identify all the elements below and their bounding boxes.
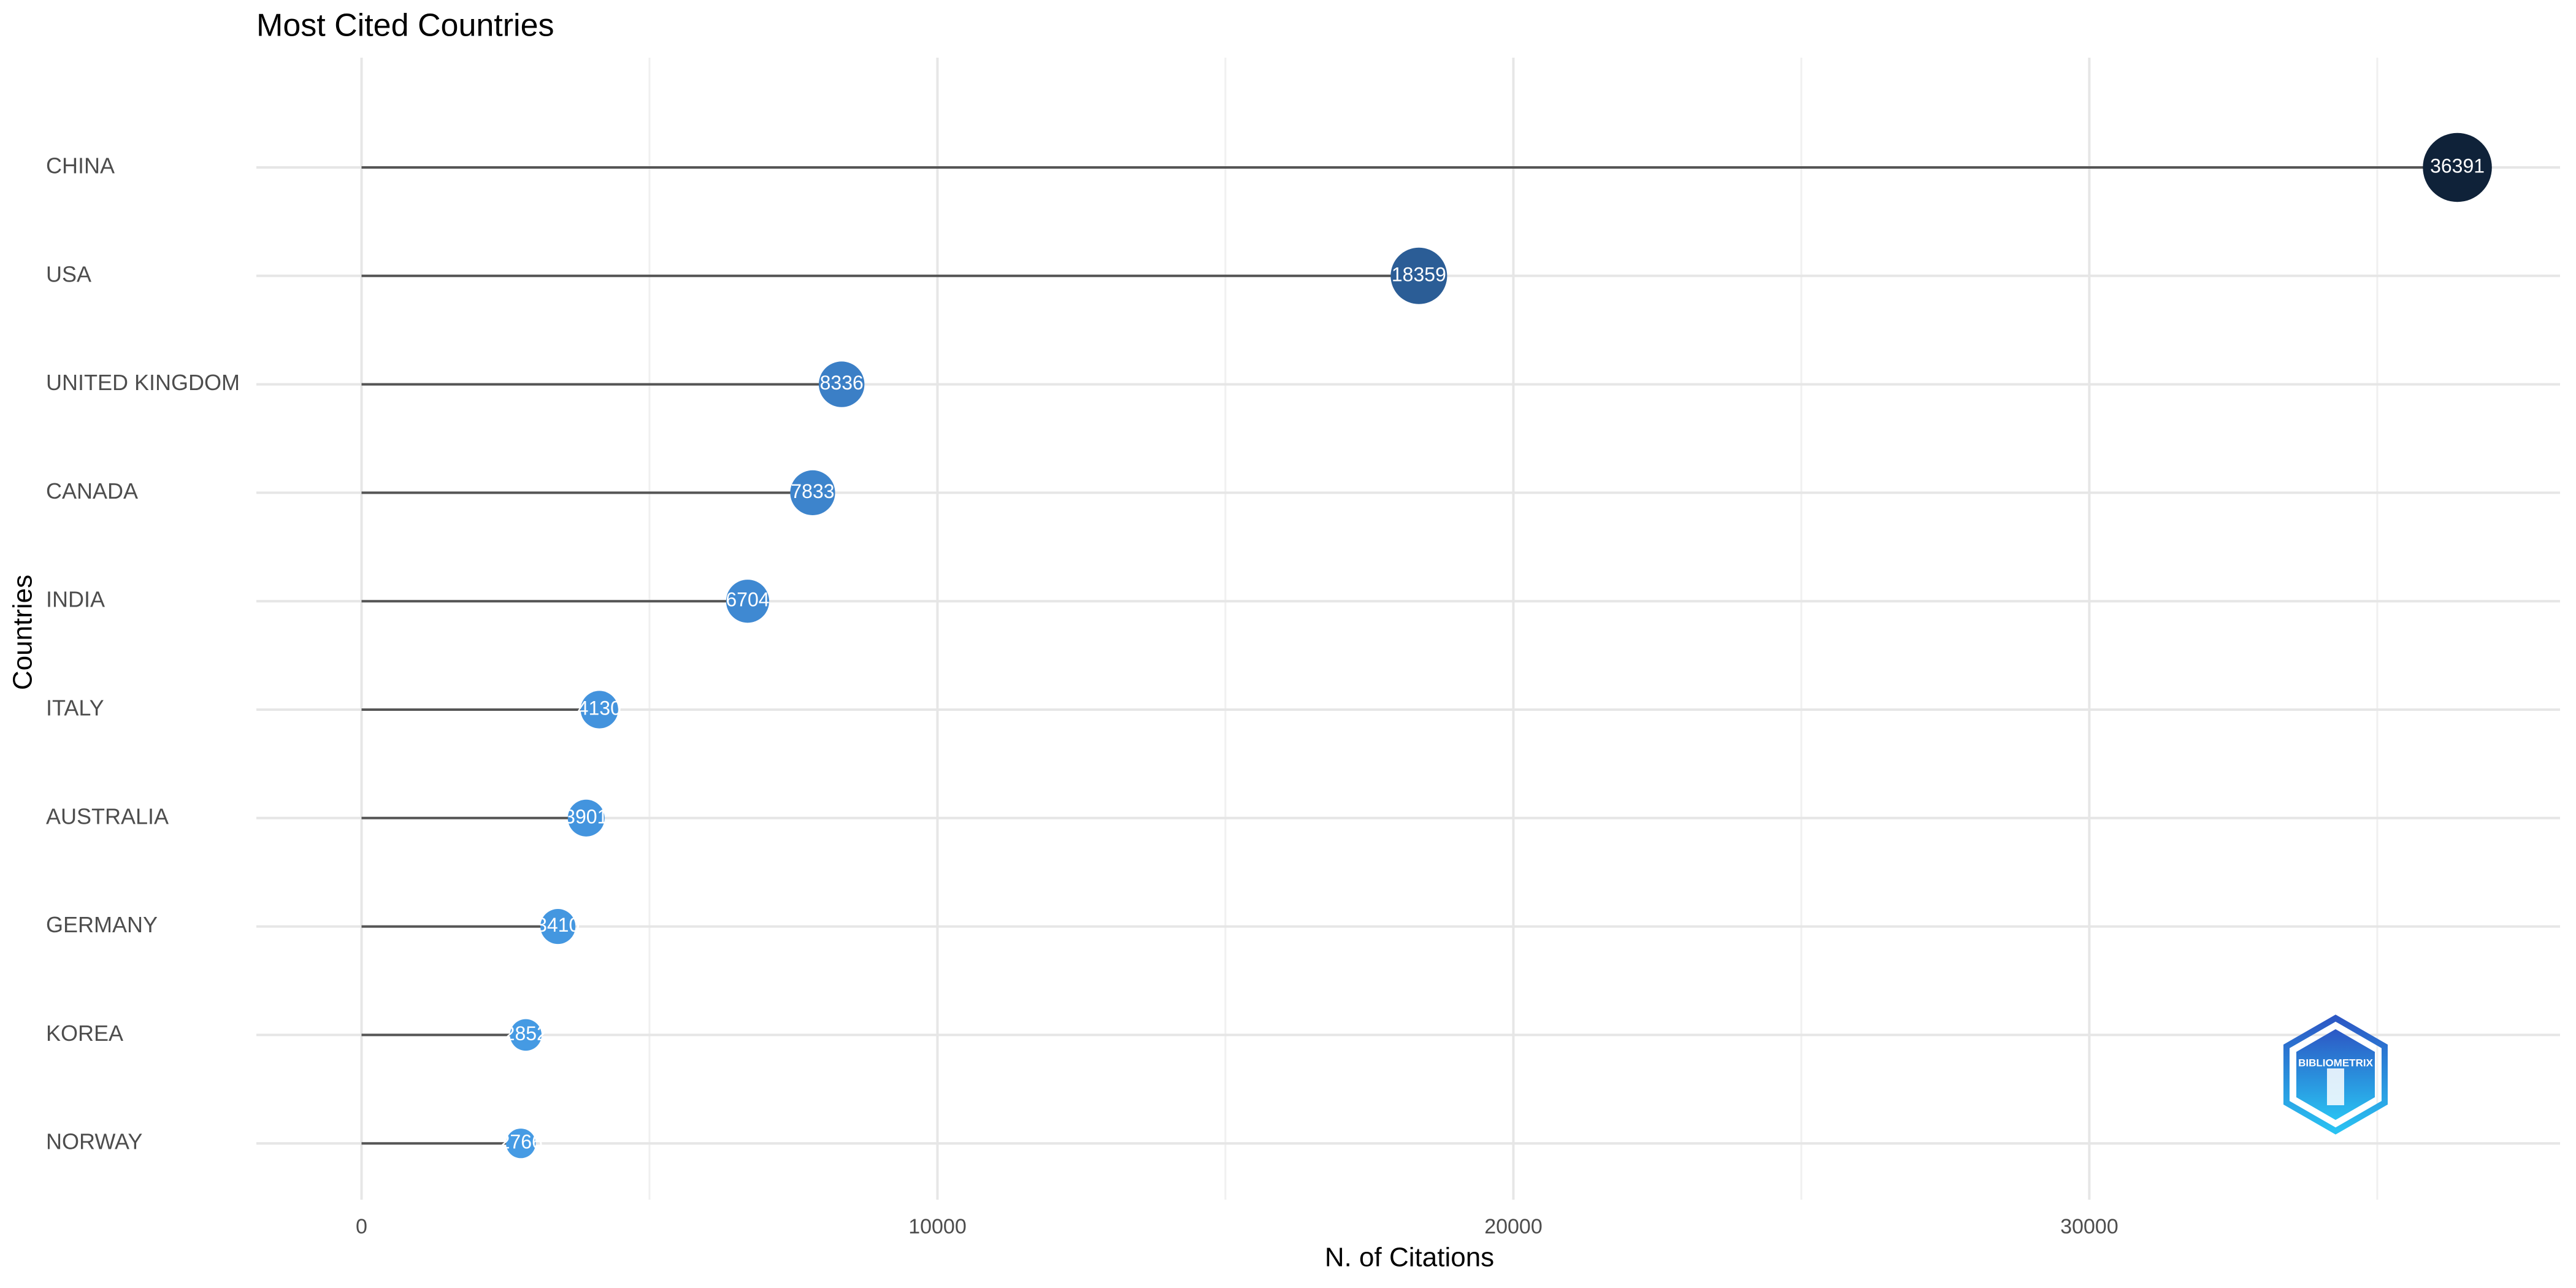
y-axis-title: Countries [8,575,38,690]
x-tick-label: 30000 [2060,1215,2118,1238]
y-tick-label: GERMANY [46,912,158,937]
logo-tower [2327,1068,2344,1105]
grid: 0 10000 20000 30000 [256,58,2560,1238]
x-tick-label: 0 [356,1215,367,1238]
value-label: 3901 [564,805,608,827]
y-tick-label: NORWAY [46,1129,142,1154]
point [510,1019,542,1051]
y-tick-label: INDIA [46,587,105,612]
value-label: 36391 [2430,155,2485,177]
marks: CHINA 36391 USA 18359 UNITED KINGDOM 8336 CANA… [46,132,2492,1159]
logo-text: BIBLIOMETRIX [2298,1057,2373,1068]
logo-hexagon [2283,1014,2388,1135]
x-tick-label: 20000 [1484,1215,1543,1238]
value-label: 3410 [536,914,580,936]
y-tick-label: CHINA [46,153,115,178]
value-label: 8336 [820,372,864,394]
chart-title: Most Cited Countries [256,8,554,44]
point [540,909,576,945]
value-label: 6704 [726,589,769,611]
point [506,1129,536,1159]
value-label: 4130 [578,697,621,719]
value-label: 7833 [791,480,834,502]
value-label: 2766 [499,1131,543,1153]
y-tick-label: UNITED KINGDOM [46,370,240,395]
value-label: 2852 [504,1022,548,1045]
point [580,691,618,729]
point [1390,247,1447,304]
logo: BIBLIOMETRIX [2283,1014,2388,1135]
point [2423,132,2492,202]
y-tick-label: USA [46,261,91,286]
y-tick-label: CANADA [46,478,138,504]
point [567,799,605,837]
point [726,580,770,623]
y-tick-label: ITALY [46,696,104,721]
point [819,361,865,407]
value-label: 18359 [1392,263,1446,285]
point [790,470,835,515]
y-tick-label: KOREA [46,1021,123,1046]
x-axis-title: N. of Citations [1325,1243,1494,1273]
y-tick-label: AUSTRALIA [46,803,169,829]
x-tick-label: 10000 [908,1215,967,1238]
